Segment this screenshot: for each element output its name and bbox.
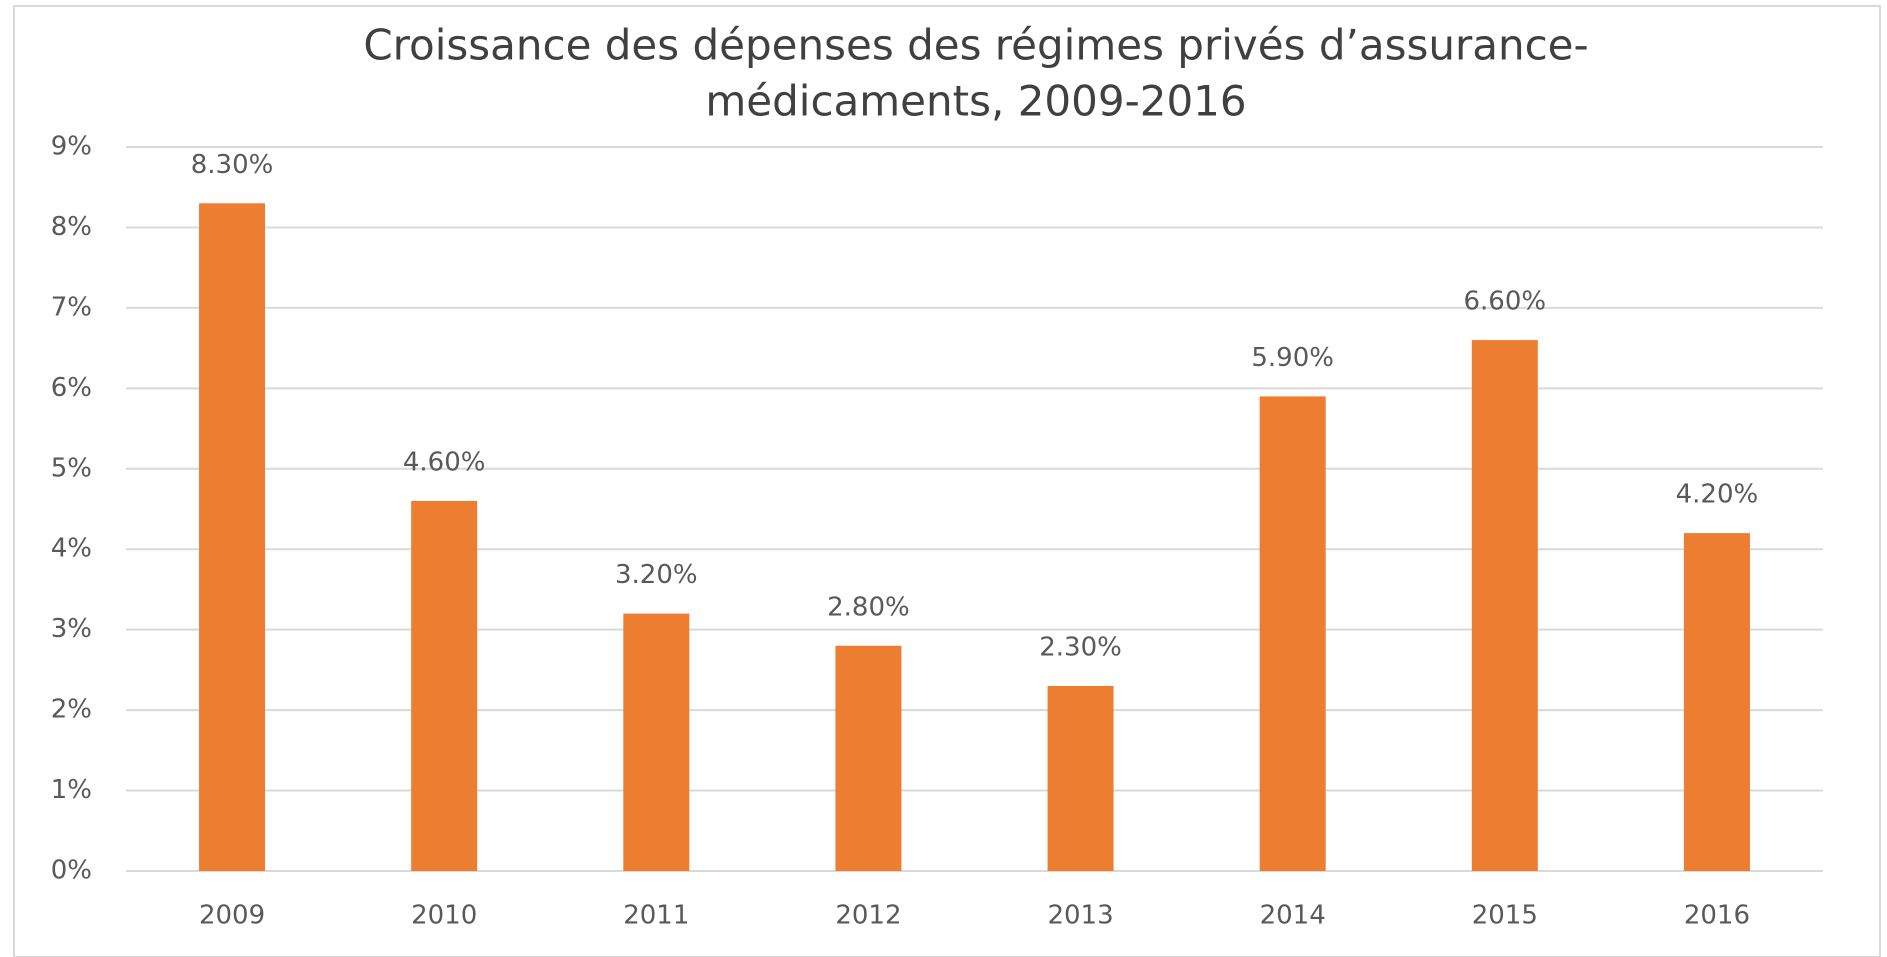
- data-label: 2.80%: [827, 592, 910, 622]
- bar: [1047, 685, 1114, 871]
- y-tick-label: 1%: [51, 775, 92, 805]
- bar: [411, 500, 478, 871]
- chart-border: [13, 5, 1881, 957]
- y-tick-label: 3%: [51, 614, 92, 644]
- y-tick-label: 4%: [51, 534, 92, 564]
- bar: [199, 203, 266, 872]
- bar: [1471, 340, 1538, 872]
- data-label: 2.30%: [1039, 632, 1122, 662]
- data-label: 3.20%: [615, 560, 698, 590]
- data-label: 4.60%: [403, 447, 486, 477]
- x-tick-label: 2014: [1260, 901, 1326, 931]
- x-tick-label: 2010: [411, 901, 477, 931]
- bar: [623, 613, 690, 871]
- x-tick-label: 2012: [835, 901, 901, 931]
- data-label: 5.90%: [1251, 343, 1334, 373]
- y-tick-label: 9%: [51, 132, 92, 162]
- x-tick-label: 2013: [1047, 901, 1113, 931]
- chart-title: médicaments, 2009-2016: [705, 77, 1246, 126]
- data-label: 4.20%: [1676, 480, 1759, 510]
- data-label: 6.60%: [1464, 287, 1547, 317]
- x-tick-label: 2015: [1472, 901, 1538, 931]
- y-tick-label: 0%: [51, 856, 92, 886]
- y-tick-label: 2%: [51, 695, 92, 725]
- bar: [1683, 533, 1750, 871]
- x-tick-label: 2011: [623, 901, 689, 931]
- bar: [1259, 396, 1326, 871]
- bar: [835, 645, 902, 871]
- y-tick-label: 8%: [51, 212, 92, 242]
- y-tick-label: 5%: [51, 453, 92, 483]
- chart-title: Croissance des dépenses des régimes priv…: [363, 21, 1588, 70]
- y-tick-label: 7%: [51, 292, 92, 322]
- x-tick-label: 2009: [199, 901, 265, 931]
- x-tick-label: 2016: [1684, 901, 1750, 931]
- y-tick-label: 6%: [51, 373, 92, 403]
- data-label: 8.30%: [191, 150, 274, 180]
